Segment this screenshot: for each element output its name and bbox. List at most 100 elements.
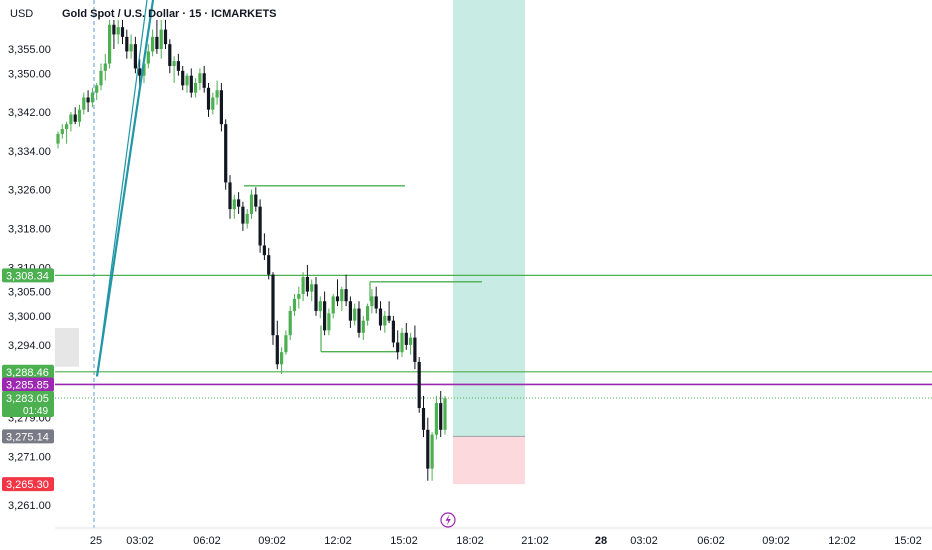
candle[interactable] [305,264,309,297]
candle[interactable] [215,80,219,105]
candle[interactable] [353,303,357,326]
candle[interactable] [357,301,361,338]
candle[interactable] [90,87,94,108]
candle[interactable] [383,310,387,333]
candle[interactable] [284,330,288,355]
candle[interactable] [133,36,137,74]
candle[interactable] [116,19,120,45]
candle[interactable] [378,301,383,331]
candle[interactable] [202,65,206,93]
candle[interactable] [138,58,142,86]
candle[interactable] [439,391,443,438]
candle[interactable] [219,82,223,132]
candle[interactable] [374,286,378,314]
candle[interactable] [318,296,322,319]
candle[interactable] [400,327,404,358]
candle[interactable] [65,121,69,144]
candle[interactable] [258,199,262,253]
candle[interactable] [288,306,292,341]
candle[interactable] [366,303,370,326]
candle[interactable] [151,29,155,57]
candle[interactable] [77,104,82,127]
candle[interactable] [348,296,352,328]
candle[interactable] [125,29,129,59]
candle[interactable] [301,272,305,302]
take-profit-zone[interactable] [453,0,525,437]
candle[interactable] [340,286,344,311]
candle[interactable] [112,19,116,49]
candle[interactable] [245,209,249,229]
candle[interactable] [409,332,413,355]
candles[interactable] [56,19,447,481]
candle[interactable] [69,112,73,132]
candle[interactable] [82,92,86,115]
candle[interactable] [56,131,60,149]
candle[interactable] [413,325,417,370]
candle[interactable] [120,19,125,45]
candle[interactable] [391,315,395,348]
candle[interactable] [206,82,211,117]
support-resistance-rays[interactable] [244,185,482,353]
candle[interactable] [404,323,408,350]
candle[interactable] [417,357,421,413]
candle[interactable] [73,107,77,125]
candle[interactable] [108,19,112,69]
candle[interactable] [387,301,391,324]
candle[interactable] [271,272,275,345]
candle[interactable] [232,194,236,219]
candle[interactable] [189,68,193,98]
candle[interactable] [280,347,284,375]
candle[interactable] [168,39,172,74]
candle[interactable] [267,247,271,280]
flash-icon[interactable] [440,512,456,528]
candle[interactable] [181,65,185,91]
candle[interactable] [327,308,331,336]
candle[interactable] [254,187,258,212]
candle[interactable] [344,274,348,307]
candle[interactable] [331,293,335,319]
candle[interactable] [163,19,168,49]
candle[interactable] [194,78,198,98]
candle[interactable] [228,175,232,219]
candle[interactable] [224,119,228,190]
candle[interactable] [335,279,340,307]
candle[interactable] [292,293,297,316]
candle[interactable] [159,19,163,59]
trendline[interactable] [95,0,155,377]
candle[interactable] [323,291,327,336]
candle[interactable] [314,277,318,316]
time-axis[interactable]: 25 03:02 06:02 09:02 12:02 15:02 18:02 21:02 28 0… [55,527,932,547]
candle[interactable] [95,82,99,100]
candle[interactable] [86,90,90,113]
candle[interactable] [176,53,180,76]
candle[interactable] [370,289,374,314]
candle[interactable] [155,19,159,54]
stop-loss-zone[interactable] [453,436,525,485]
candle[interactable] [275,320,279,370]
horizontal-levels[interactable] [55,274,932,437]
candle[interactable] [426,417,430,481]
candle[interactable] [297,286,301,309]
candle[interactable] [249,189,254,219]
candle[interactable] [262,233,266,261]
candle[interactable] [185,73,189,93]
candle[interactable] [198,68,202,91]
candle[interactable] [361,315,365,341]
candle[interactable] [396,330,400,360]
candle[interactable] [310,279,314,302]
position-zones[interactable] [453,0,525,485]
candle[interactable] [172,56,176,83]
candle[interactable] [103,53,107,81]
candle[interactable] [443,395,447,435]
candle[interactable] [421,395,426,438]
candle[interactable] [99,63,103,91]
price-axis[interactable]: 3,355.00 3,350.00 3,342.00 3,334.00 3,326.00… [2,44,54,512]
candle[interactable] [211,92,215,115]
candle[interactable] [129,34,133,59]
candle[interactable] [146,44,150,69]
candle[interactable] [60,124,64,139]
candle[interactable] [434,395,438,440]
candle[interactable] [237,192,241,214]
candle[interactable] [241,201,245,231]
